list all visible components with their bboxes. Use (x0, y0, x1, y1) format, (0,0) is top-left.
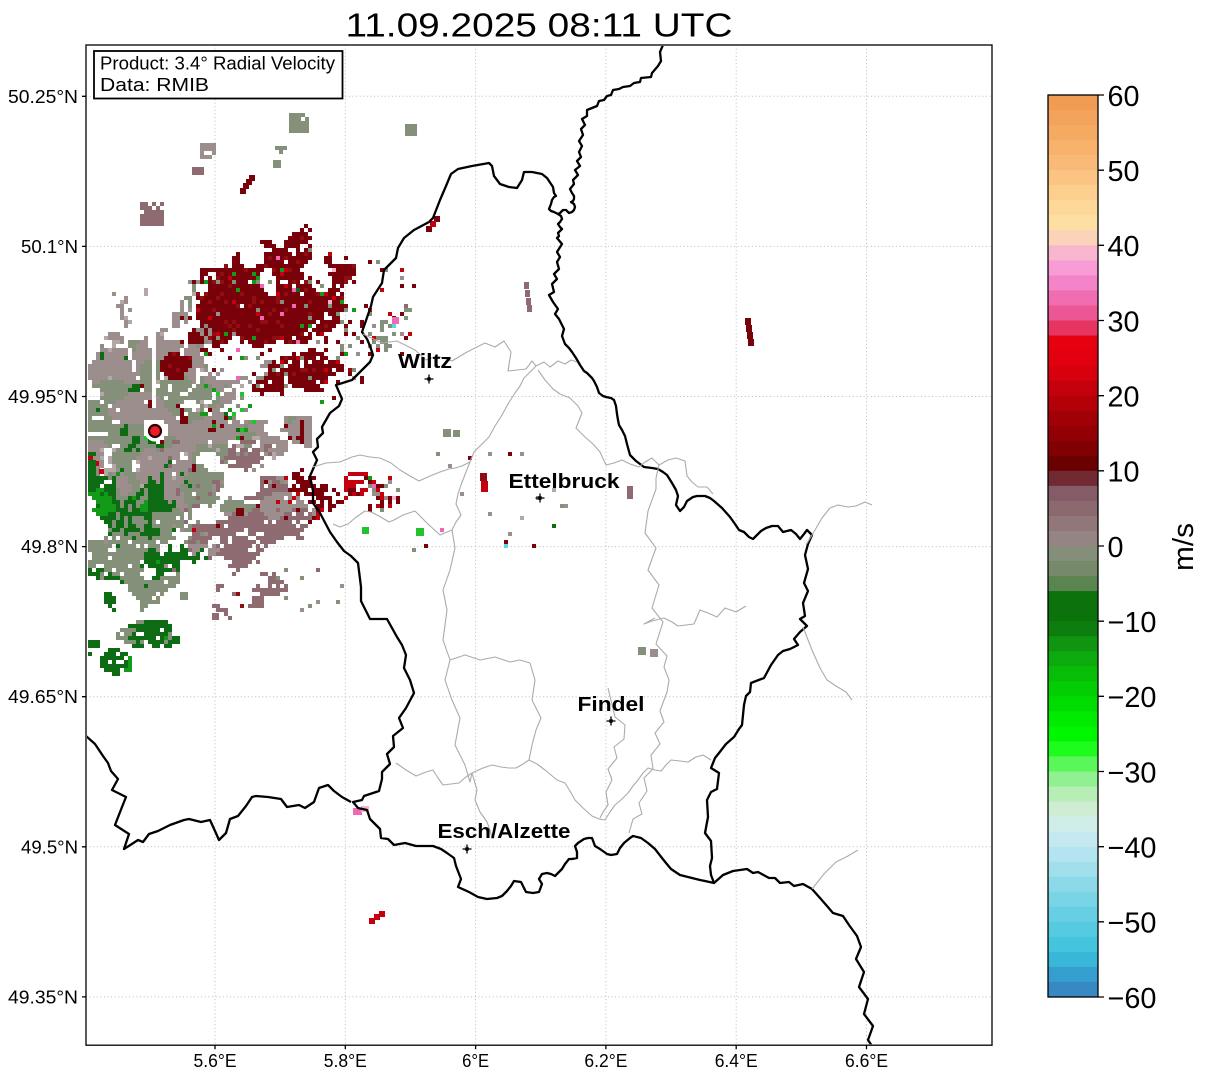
svg-text:−40: −40 (1108, 833, 1157, 865)
svg-text:6°E: 6°E (462, 1051, 489, 1071)
svg-text:Esch/Alzette: Esch/Alzette (438, 821, 571, 843)
svg-text:11.09.2025 08:11 UTC: 11.09.2025 08:11 UTC (346, 7, 733, 44)
svg-text:49.5°N: 49.5°N (21, 837, 78, 857)
svg-text:−30: −30 (1108, 757, 1157, 789)
svg-text:Findel: Findel (578, 694, 645, 716)
svg-text:5.6°E: 5.6°E (194, 1051, 237, 1071)
svg-text:49.65°N: 49.65°N (8, 687, 78, 707)
svg-text:10: 10 (1108, 457, 1140, 489)
svg-text:Data: RMIB: Data: RMIB (100, 74, 209, 95)
svg-text:Ettelbruck: Ettelbruck (509, 471, 621, 493)
svg-text:50.1°N: 50.1°N (21, 237, 78, 257)
svg-text:−10: −10 (1108, 607, 1157, 639)
svg-text:6.2°E: 6.2°E (584, 1051, 627, 1071)
svg-text:−60: −60 (1108, 983, 1157, 1015)
svg-text:−50: −50 (1108, 908, 1157, 940)
svg-text:0: 0 (1108, 532, 1124, 564)
svg-text:49.8°N: 49.8°N (21, 537, 78, 557)
svg-text:6.4°E: 6.4°E (715, 1051, 758, 1071)
svg-text:Wiltz: Wiltz (398, 351, 452, 373)
svg-text:−20: −20 (1108, 682, 1157, 714)
svg-text:Product: 3.4° Radial Velocity: Product: 3.4° Radial Velocity (100, 53, 336, 74)
svg-text:60: 60 (1108, 81, 1140, 113)
svg-text:m/s: m/s (1168, 523, 1200, 571)
svg-text:49.35°N: 49.35°N (8, 987, 78, 1007)
svg-text:50.25°N: 50.25°N (8, 87, 78, 107)
svg-text:6.6°E: 6.6°E (845, 1051, 888, 1071)
svg-text:40: 40 (1108, 231, 1140, 263)
svg-text:49.95°N: 49.95°N (8, 387, 78, 407)
svg-text:20: 20 (1108, 382, 1140, 414)
svg-text:50: 50 (1108, 156, 1140, 188)
svg-text:30: 30 (1108, 306, 1140, 338)
svg-text:5.8°E: 5.8°E (324, 1051, 367, 1071)
